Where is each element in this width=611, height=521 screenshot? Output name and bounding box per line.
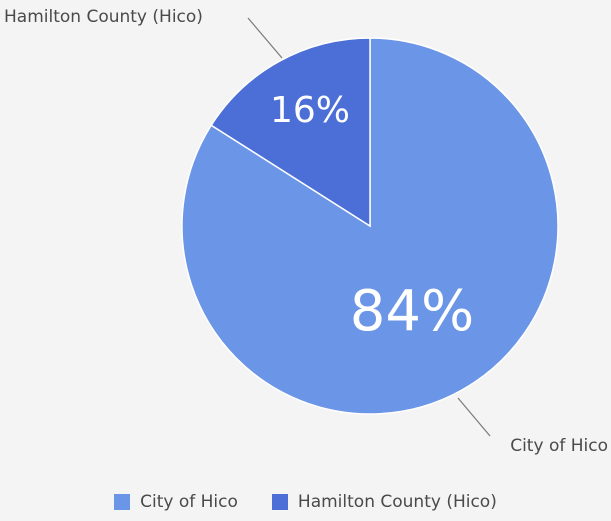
callout-label-hamilton: Hamilton County (Hico) — [4, 7, 203, 27]
legend-swatch-city — [114, 494, 131, 510]
legend-swatch-hamilton — [271, 494, 288, 510]
legend: City of Hico Hamilton County (Hico) — [0, 492, 611, 512]
legend-label-hamilton: Hamilton County (Hico) — [297, 492, 497, 512]
leader-line-city — [457, 397, 491, 437]
pie-slice-hamilton — [210, 37, 371, 228]
data-label-city: 84% — [350, 279, 474, 344]
data-label-hamilton: 16% — [270, 90, 350, 131]
callout-label-city: City of Hico — [510, 436, 608, 456]
leader-line-hamilton — [247, 17, 283, 59]
legend-item-city: City of Hico — [114, 492, 238, 512]
legend-item-hamilton: Hamilton County (Hico) — [271, 492, 497, 512]
legend-label-city: City of Hico — [140, 492, 238, 512]
pie-slices — [181, 37, 559, 415]
